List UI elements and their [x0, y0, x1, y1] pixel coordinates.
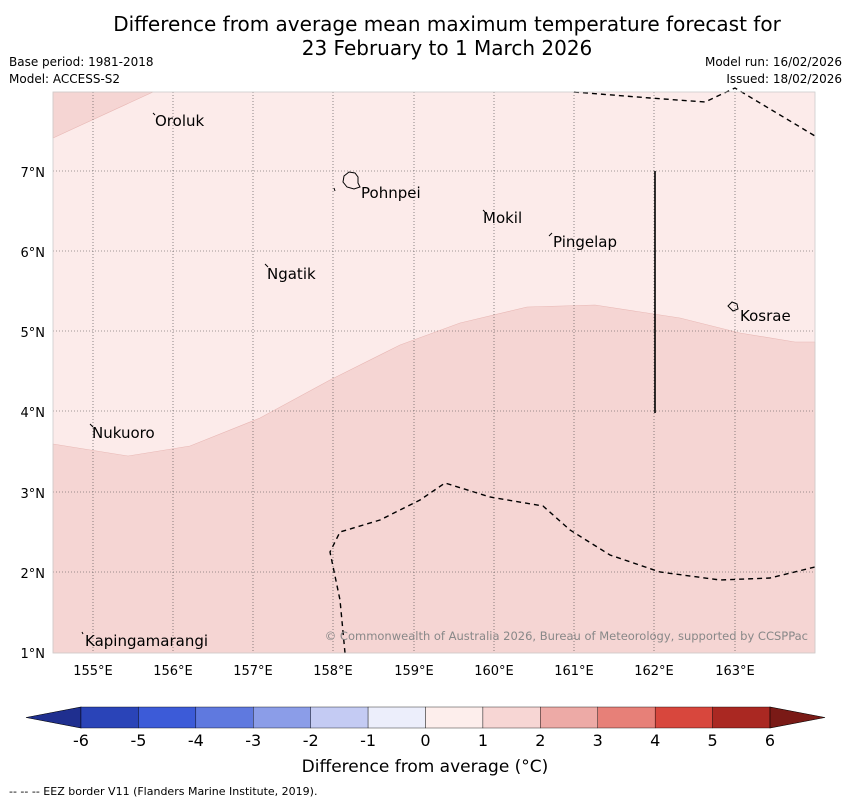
- colorbar-bin-6: [367, 706, 426, 729]
- colorbar-tick: 5: [707, 731, 717, 750]
- lon-tick-161: 161°E: [554, 664, 594, 679]
- copyright-notice: © Commonwealth of Australia 2026, Bureau…: [325, 629, 808, 643]
- place-label-nukuoro: Nukuoro: [92, 424, 155, 442]
- place-label-oroluk: Oroluk: [155, 112, 204, 130]
- colorbar-bin-12: [712, 706, 771, 729]
- colorbar-bin-4: [253, 706, 311, 729]
- island-ant-atoll: [333, 187, 336, 192]
- colorbar-tick: -3: [245, 731, 261, 750]
- colorbar-bin-2: [138, 706, 197, 729]
- title-line-1: Difference from average mean maximum tem…: [113, 12, 781, 36]
- place-label-ngatik: Ngatik: [267, 265, 316, 283]
- model-name: Model: ACCESS-S2: [9, 72, 121, 86]
- island-nukuoro-mark: [89, 423, 94, 428]
- place-label-kosrae: Kosrae: [740, 307, 791, 325]
- colorbar-bin-9: [540, 706, 598, 729]
- colorbar-tick: -6: [73, 731, 89, 750]
- island-ngatik-mark: [264, 263, 269, 268]
- island-oroluk-mark: [152, 112, 156, 116]
- lat-tick-2: 2°N: [21, 567, 46, 582]
- title-line-2: 23 February to 1 March 2026: [301, 36, 593, 60]
- issued-date: Issued: 18/02/2026: [726, 72, 842, 86]
- place-label-pingelap: Pingelap: [553, 233, 617, 251]
- lat-tick-6: 6°N: [21, 246, 46, 261]
- colorbar-tick: -4: [188, 731, 204, 750]
- colorbar-tick: 2: [535, 731, 545, 750]
- colorbar-bin-7: [425, 706, 484, 729]
- colorbar-tick: -1: [360, 731, 376, 750]
- colorbar-tick: 6: [765, 731, 775, 750]
- colorbar-label: Difference from average (°C): [301, 757, 549, 777]
- island-mokil-mark: [482, 209, 486, 213]
- island-kapinga-mark: [81, 631, 84, 635]
- colorbar-bin-5: [310, 706, 369, 729]
- lon-tick-157: 157°E: [233, 664, 273, 679]
- colorbar-bin-3: [195, 706, 254, 729]
- base-period: Base period: 1981-2018: [9, 55, 154, 69]
- lat-tick-1: 1°N: [21, 647, 46, 662]
- map-title: Difference from average mean maximum tem…: [0, 12, 850, 60]
- lon-tick-156: 156°E: [153, 664, 193, 679]
- lon-tick-163: 163°E: [715, 664, 755, 679]
- lon-tick-160: 160°E: [474, 664, 514, 679]
- colorbar-extend-high: [769, 706, 826, 729]
- colorbar-tick: -2: [303, 731, 319, 750]
- colorbar-tick: 4: [650, 731, 660, 750]
- meta-left: Base period: 1981-2018 Model: ACCESS-S2: [9, 54, 154, 88]
- island-kosrae-outline: [727, 301, 739, 312]
- meta-right: Model run: 16/02/2026 Issued: 18/02/2026: [705, 54, 842, 88]
- place-label-mokil: Mokil: [483, 209, 522, 227]
- eez-borders: [329, 87, 816, 654]
- place-label-pohnpei: Pohnpei: [361, 184, 421, 202]
- colorbar-tick: 1: [478, 731, 488, 750]
- island-pohnpei-outline: [342, 171, 361, 190]
- colorbar-bin-8: [482, 706, 541, 729]
- colorbar-tick: -5: [130, 731, 146, 750]
- lat-tick-5: 5°N: [21, 326, 46, 341]
- colorbar-bin-11: [654, 706, 713, 729]
- lat-tick-7: 7°N: [21, 166, 46, 181]
- colorbar-tick: 0: [420, 731, 430, 750]
- lon-tick-159: 159°E: [394, 664, 434, 679]
- colorbar-tick: 3: [593, 731, 603, 750]
- island-pingelap-mark: [548, 232, 553, 237]
- lon-tick-162: 162°E: [634, 664, 674, 679]
- gridlines: [53, 92, 815, 653]
- colorbar-bin-10: [597, 706, 656, 729]
- map-frame: [52, 91, 816, 654]
- lat-tick-4: 4°N: [21, 406, 46, 421]
- lon-tick-158: 158°E: [313, 664, 353, 679]
- colorbar: -6 -5 -4 -3 -2 -1 0 1 2 3 4 5 6: [25, 706, 826, 750]
- eez-border-south: [329, 482, 816, 654]
- lon-tick-155: 155°E: [73, 664, 113, 679]
- islands: [81, 112, 739, 635]
- eez-footnote: -- -- -- EEZ border V11 (Flanders Marine…: [9, 785, 318, 798]
- model-run: Model run: 16/02/2026: [704, 55, 842, 69]
- lat-tick-3: 3°N: [21, 487, 46, 502]
- place-label-kapingamarangi: Kapingamarangi: [85, 632, 208, 650]
- colorbar-extend-low: [25, 706, 82, 729]
- colorbar-bin-1: [80, 706, 139, 729]
